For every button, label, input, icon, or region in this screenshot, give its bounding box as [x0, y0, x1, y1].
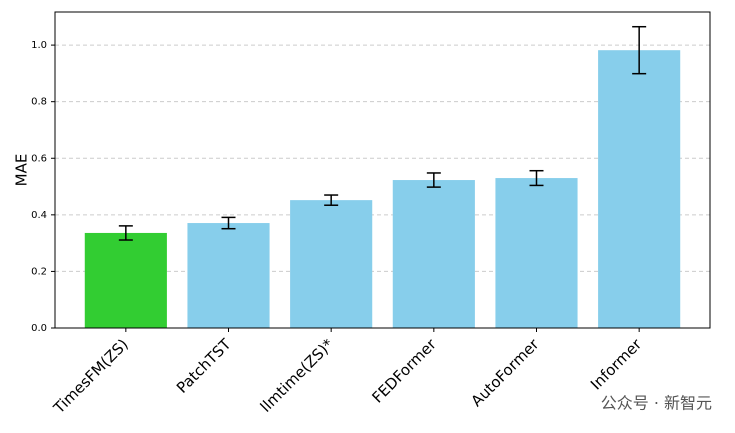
y-axis-label: MAE: [13, 154, 31, 187]
bar: [187, 223, 270, 328]
x-tick-label: AutoFormer: [468, 335, 544, 411]
plot-frame: [54, 11, 711, 329]
bar: [290, 200, 373, 328]
bar: [495, 178, 578, 328]
y-tick-label: 1.0: [31, 40, 47, 51]
x-tick-label: FEDFormer: [369, 335, 441, 407]
x-tick-label: llmtime(ZS)*: [257, 335, 338, 416]
y-tick-label: 0.6: [31, 153, 47, 164]
bar: [598, 50, 681, 328]
bar: [392, 180, 475, 328]
y-tick-label: 0.4: [31, 210, 47, 221]
y-tick-label: 0.8: [31, 97, 47, 108]
y-tick-label: 0.0: [31, 323, 47, 334]
x-tick-label: PatchTST: [173, 335, 235, 397]
x-tick-label: TimesFM(ZS): [49, 335, 131, 417]
y-tick-label: 0.2: [31, 266, 47, 277]
watermark: 公众号 · 新智元: [601, 394, 712, 413]
bar: [84, 232, 167, 328]
x-tick-label: Informer: [587, 335, 646, 394]
